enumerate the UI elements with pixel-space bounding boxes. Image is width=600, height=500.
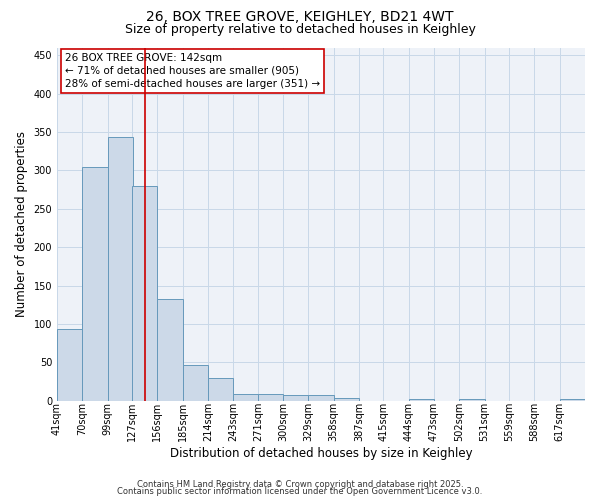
- Bar: [183, 364, 208, 400]
- Bar: [107, 138, 133, 400]
- Bar: [57, 330, 82, 400]
- Bar: [409, 399, 434, 400]
- Bar: [308, 396, 334, 400]
- X-axis label: Distribution of detached houses by size in Keighley: Distribution of detached houses by size …: [170, 447, 472, 460]
- Bar: [132, 186, 157, 400]
- Bar: [560, 399, 585, 400]
- Bar: [82, 166, 107, 400]
- Text: Size of property relative to detached houses in Keighley: Size of property relative to detached ho…: [125, 22, 475, 36]
- Bar: [258, 394, 283, 400]
- Text: 26 BOX TREE GROVE: 142sqm
← 71% of detached houses are smaller (905)
28% of semi: 26 BOX TREE GROVE: 142sqm ← 71% of detac…: [65, 53, 320, 89]
- Text: 26, BOX TREE GROVE, KEIGHLEY, BD21 4WT: 26, BOX TREE GROVE, KEIGHLEY, BD21 4WT: [146, 10, 454, 24]
- Bar: [208, 378, 233, 400]
- Bar: [334, 398, 359, 400]
- Text: Contains HM Land Registry data © Crown copyright and database right 2025.: Contains HM Land Registry data © Crown c…: [137, 480, 463, 489]
- Y-axis label: Number of detached properties: Number of detached properties: [15, 131, 28, 317]
- Bar: [283, 396, 308, 400]
- Text: Contains public sector information licensed under the Open Government Licence v3: Contains public sector information licen…: [118, 487, 482, 496]
- Bar: [157, 298, 183, 400]
- Bar: [460, 399, 485, 400]
- Bar: [233, 394, 259, 400]
